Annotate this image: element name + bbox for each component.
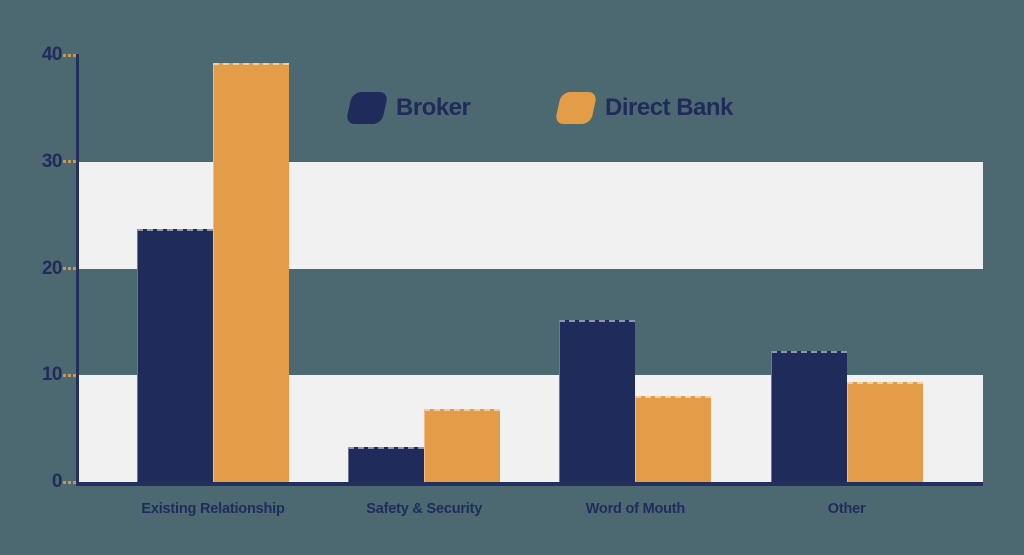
y-axis-tick-label: 40 (41, 44, 63, 65)
bar-broker-word-of-mouth (559, 319, 636, 482)
x-axis-category-label: Other (827, 501, 866, 517)
y-axis-line (76, 54, 79, 486)
bar-broker-existing-relationship (137, 229, 213, 482)
bar-broker-other (770, 350, 847, 482)
legend-swatch-broker-icon (345, 92, 389, 124)
legend-item-direct-bank: Direct Bank (554, 92, 733, 124)
y-axis-tick-mark (63, 480, 76, 484)
legend-label-direct-bank: Direct Bank (605, 94, 733, 121)
legend-swatch-direct-bank-icon (554, 92, 598, 124)
y-axis-tick-label: 10 (41, 364, 63, 386)
legend-item-broker: Broker (345, 92, 471, 124)
y-axis-tick-mark (63, 267, 76, 270)
bar-direct-bank-word-of-mouth (635, 395, 712, 482)
bar-direct-bank-safety-security (424, 409, 501, 482)
y-axis-tick-label: 20 (41, 257, 63, 279)
x-axis-line (76, 482, 983, 486)
y-axis-tick-mark (63, 160, 76, 164)
y-axis-tick-label: 0 (51, 471, 63, 492)
y-axis-tick-mark (63, 373, 76, 377)
bar-direct-bank-existing-relationship (213, 62, 289, 482)
y-axis-tick-label: 30 (41, 150, 63, 172)
x-axis-category-label: Existing Relationship (141, 501, 285, 517)
x-axis-category-label: Word of Mouth (585, 501, 686, 517)
y-axis-tick-mark (63, 53, 76, 57)
bar-direct-bank-other (846, 381, 923, 482)
x-axis-category-label: Safety & Security (366, 501, 483, 517)
bar-broker-safety-security (348, 446, 425, 482)
legend-label-broker: Broker (396, 94, 471, 121)
